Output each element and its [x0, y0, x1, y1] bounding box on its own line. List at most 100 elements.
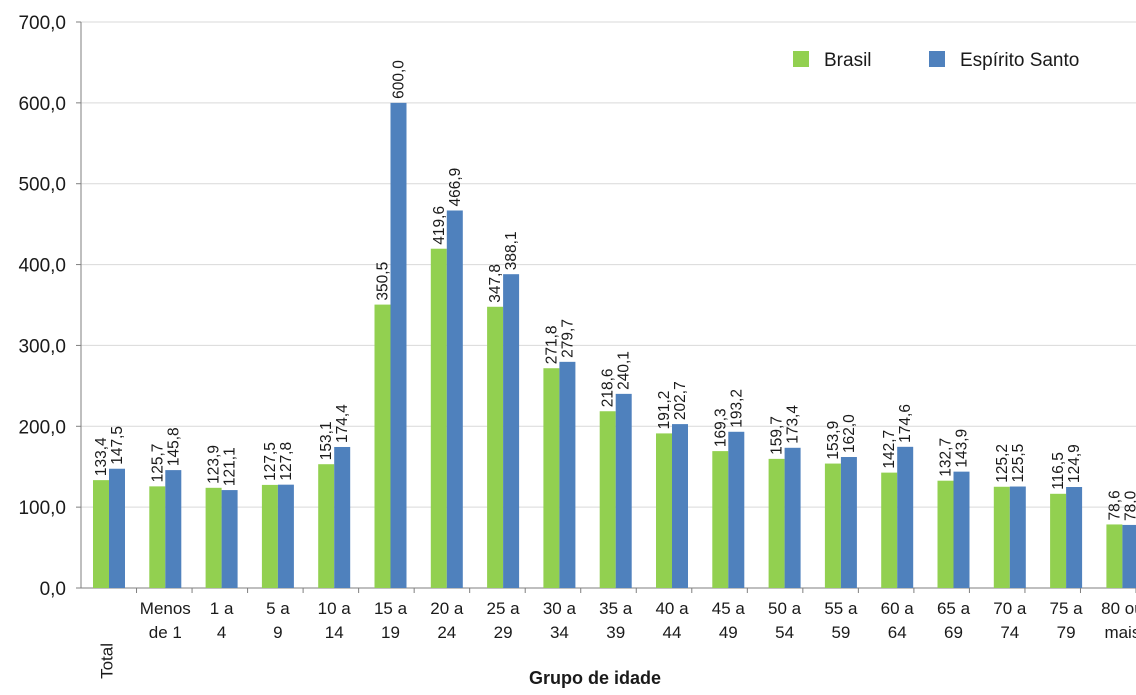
- x-tick-label: 14: [325, 623, 344, 642]
- bar-espirito-santo: [559, 361, 576, 588]
- x-tick-label: 64: [888, 623, 907, 642]
- data-label: 419,6: [431, 206, 448, 245]
- bar-espirito-santo: [728, 431, 745, 588]
- data-label: 121,1: [222, 447, 239, 486]
- bar-espirito-santo: [1009, 486, 1026, 588]
- data-label: 153,1: [318, 421, 335, 460]
- data-label: 466,9: [447, 168, 464, 207]
- x-tick-label: Total: [97, 643, 116, 679]
- data-label: 116,5: [1050, 452, 1067, 490]
- data-label: 78,6: [1106, 490, 1123, 520]
- bar-brasil: [1050, 493, 1067, 588]
- x-tick-label: 69: [944, 623, 963, 642]
- data-label: 191,2: [656, 391, 673, 430]
- data-label: 169,3: [712, 408, 729, 447]
- data-label: 132,7: [938, 438, 955, 477]
- data-label: 240,1: [616, 351, 633, 390]
- bar-brasil: [149, 486, 166, 588]
- data-label: 347,8: [487, 264, 504, 303]
- data-label: 202,7: [672, 381, 689, 420]
- data-label: 162,0: [841, 414, 858, 453]
- bar-espirito-santo: [953, 471, 970, 588]
- data-label: 133,4: [93, 437, 110, 476]
- bars: [93, 102, 1136, 588]
- data-label: 123,9: [206, 445, 223, 484]
- x-tick-label: 39: [606, 623, 625, 642]
- x-tick-label: 40 a: [655, 599, 689, 618]
- x-tick-label: 54: [775, 623, 794, 642]
- data-label: 124,9: [1066, 444, 1083, 483]
- x-tick-label: 79: [1057, 623, 1076, 642]
- bar-brasil: [824, 463, 841, 588]
- data-label: 153,9: [825, 421, 842, 460]
- x-tick-label: 60 a: [881, 599, 915, 618]
- data-label: 600,0: [391, 60, 408, 99]
- x-axis-title: Grupo de idade: [529, 668, 661, 688]
- data-label: 218,6: [600, 368, 617, 407]
- bar-brasil: [768, 458, 785, 588]
- x-tick-label: 74: [1000, 623, 1019, 642]
- bar-espirito-santo: [615, 393, 632, 588]
- legend-swatch-espirito-santo: [929, 51, 945, 67]
- data-label: 125,5: [1010, 444, 1027, 483]
- y-tick-label: 500,0: [18, 175, 66, 196]
- bar-espirito-santo: [109, 468, 125, 588]
- data-label: 142,7: [881, 430, 898, 469]
- bar-brasil: [318, 464, 335, 588]
- data-label: 127,8: [278, 442, 295, 481]
- x-tick-label: 34: [550, 623, 569, 642]
- bar-espirito-santo: [1122, 524, 1136, 588]
- bar-brasil: [937, 480, 954, 588]
- bar-espirito-santo: [334, 446, 351, 588]
- x-tick-label: 65 a: [937, 599, 971, 618]
- x-tick-label: Menos: [140, 599, 191, 618]
- bar-espirito-santo: [446, 210, 463, 588]
- gridlines: [81, 21, 1136, 508]
- bar-brasil: [487, 306, 504, 588]
- legend-label-espirito-santo: Espírito Santo: [960, 50, 1079, 71]
- data-label: 271,8: [543, 325, 560, 364]
- x-tick-label: 19: [381, 623, 400, 642]
- bar-espirito-santo: [840, 457, 857, 588]
- x-tick-label: 4: [217, 623, 226, 642]
- x-tick-label: 35 a: [599, 599, 633, 618]
- y-tick-label: 600,0: [18, 94, 66, 115]
- bar-brasil: [881, 472, 898, 588]
- data-label: 174,6: [897, 404, 914, 443]
- y-tick-label: 700,0: [18, 13, 66, 34]
- bar-brasil: [599, 411, 616, 588]
- bar-brasil: [374, 304, 391, 588]
- bar-espirito-santo: [503, 274, 520, 588]
- bar-brasil: [993, 486, 1010, 588]
- data-label: 173,4: [785, 405, 802, 444]
- data-label: 193,2: [728, 389, 745, 428]
- bar-espirito-santo: [165, 470, 182, 588]
- data-label: 147,5: [109, 426, 126, 465]
- data-label: 279,7: [559, 319, 576, 358]
- bar-espirito-santo: [897, 446, 914, 588]
- y-tick-label: 200,0: [18, 417, 66, 438]
- x-tick-label: 55 a: [824, 599, 858, 618]
- bar-brasil: [205, 487, 222, 588]
- x-tick-label: 25 a: [487, 599, 521, 618]
- bar-espirito-santo: [672, 424, 688, 588]
- bar-espirito-santo: [221, 490, 238, 588]
- x-tick-label: 29: [494, 623, 513, 642]
- data-label: 127,5: [262, 442, 279, 481]
- data-label: 78,0: [1122, 490, 1136, 521]
- x-tick-label: 50 a: [768, 599, 802, 618]
- legend-swatch-brasil: [793, 51, 809, 67]
- legend: Brasil Espírito Santo: [793, 50, 1079, 71]
- y-tick-label: 0,0: [40, 579, 66, 600]
- x-tick-label: 49: [719, 623, 738, 642]
- x-tick-label: 75 a: [1050, 599, 1084, 618]
- x-tick-label: 59: [831, 623, 850, 642]
- x-tick-label: 20 a: [430, 599, 464, 618]
- data-label: 145,8: [165, 427, 182, 466]
- bar-brasil: [1106, 524, 1123, 588]
- data-label: 174,4: [334, 404, 351, 443]
- x-tick-label: 44: [663, 623, 682, 642]
- x-tick-label: 15 a: [374, 599, 408, 618]
